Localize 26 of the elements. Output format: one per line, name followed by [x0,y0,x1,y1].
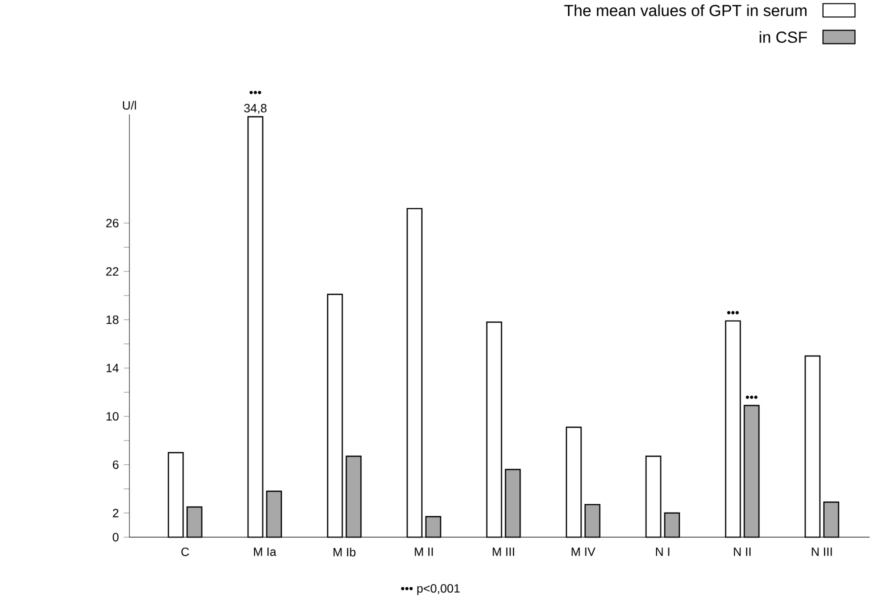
y-tick-label: 18 [106,315,118,324]
y-axis-title: U/l [122,100,136,110]
x-tick-label: M II [414,547,433,556]
x-tick-label: M Ib [334,547,356,556]
y-tick-label: 26 [106,218,118,228]
x-tick-label: M Ia [254,547,276,556]
legend-title: The mean values of GPT [564,4,742,16]
text: ••• p<0,001 [401,584,460,595]
x-tick-label: M III [492,547,514,556]
y-tick-label: 2 [112,508,118,518]
x-tick-label: N I [656,547,670,556]
annotation: ••• [746,396,758,399]
y-tick-label: 0 [112,532,119,542]
y-tick-label: 6 [112,460,118,469]
x-tick-label: N II [734,547,751,556]
data-label: 34,8 [244,104,267,114]
y-tick-label: 14 [106,364,119,372]
legend-label: in CSF [760,31,807,43]
y-tick-label: 10 [106,412,119,421]
annotation: ••• [727,310,739,314]
x-tick-label: M IV [572,547,596,556]
annotation: ••• [250,90,262,94]
x-tick-label: C [181,547,189,556]
x-tick-label: N III [812,547,832,556]
y-tick-label: 22 [106,267,118,276]
legend-label: in serum [747,4,807,16]
